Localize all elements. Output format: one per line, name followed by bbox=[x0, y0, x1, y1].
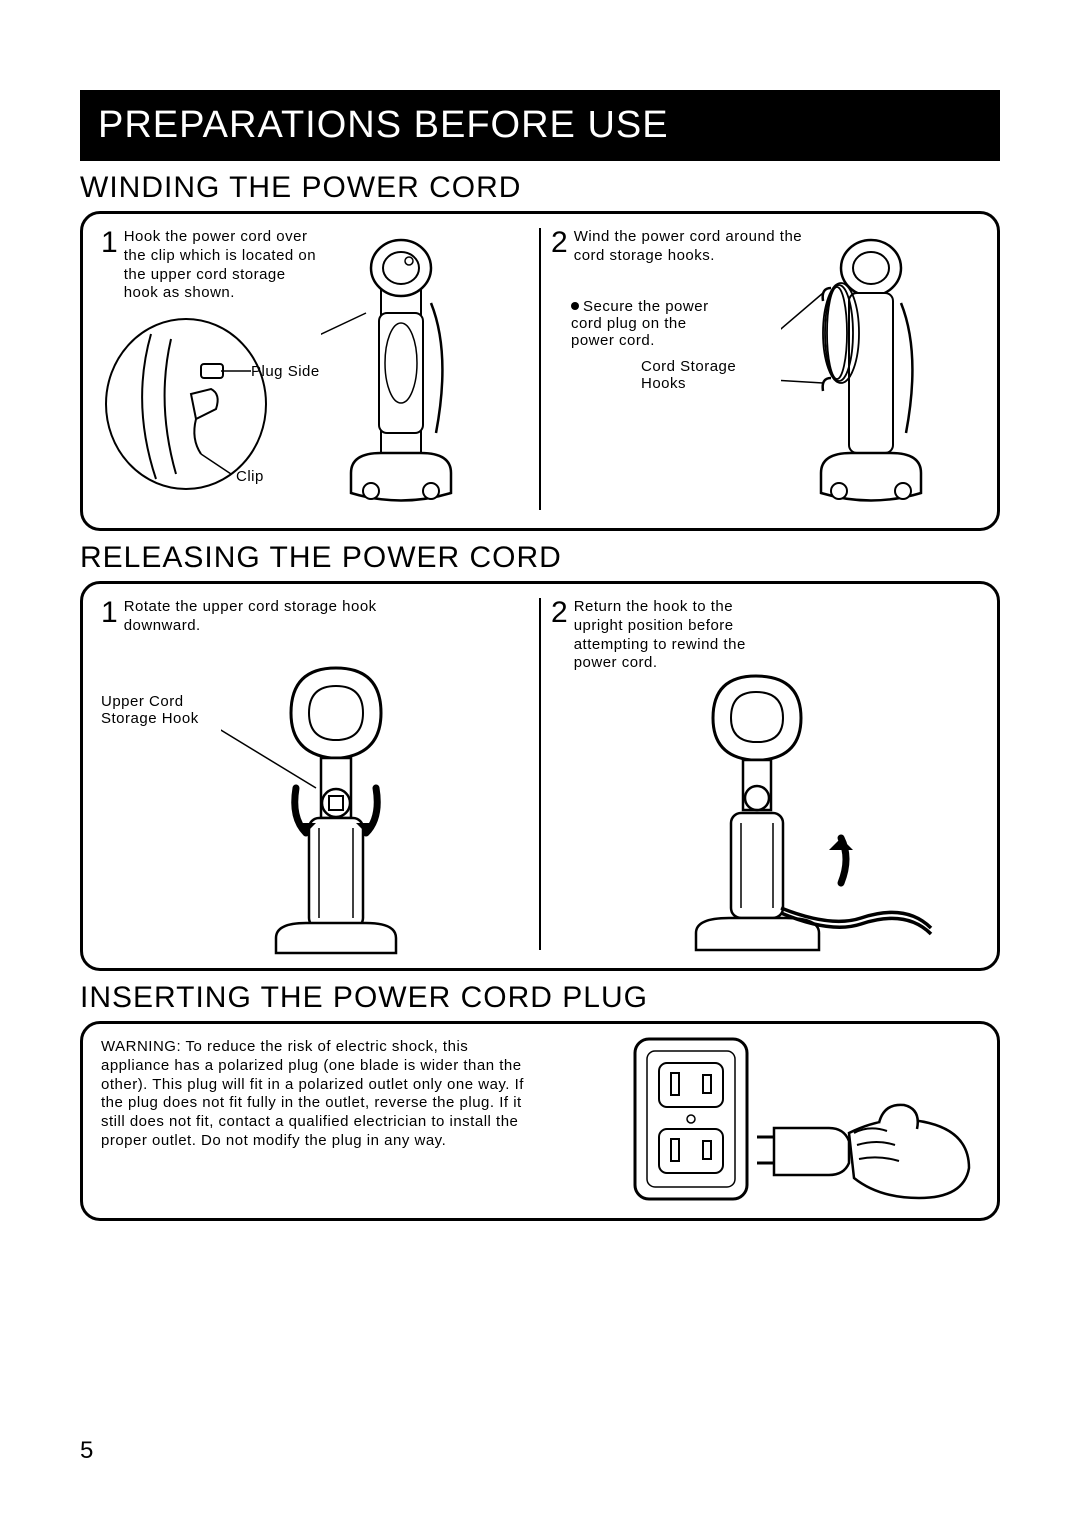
releasing-box: 1 Rotate the upper cord storage hook dow… bbox=[80, 581, 1000, 971]
secure-plug-text: Secure the power cord plug on the power … bbox=[571, 298, 709, 349]
bullet-icon bbox=[571, 302, 579, 310]
vacuum-cord-wound-illustration bbox=[781, 233, 951, 513]
vacuum-return-hook-illustration bbox=[651, 668, 951, 958]
column-divider bbox=[539, 228, 541, 510]
step-number: 1 bbox=[101, 598, 118, 628]
step-number: 1 bbox=[101, 228, 118, 258]
releasing-heading: RELEASING THE POWER CORD bbox=[80, 541, 1000, 575]
winding-box: 1 Hook the power cord over the clip whic… bbox=[80, 211, 1000, 531]
page-title: PREPARATIONS BEFORE USE bbox=[80, 90, 1000, 161]
page-number: 5 bbox=[80, 1437, 93, 1465]
step-text: Rotate the upper cord storage hook downw… bbox=[124, 598, 384, 636]
outlet-plug-illustration bbox=[629, 1033, 979, 1208]
plug-illustration-wrap bbox=[561, 1038, 979, 1200]
warning-text: WARNING: To reduce the risk of electric … bbox=[101, 1038, 541, 1200]
winding-heading: WINDING THE POWER CORD bbox=[80, 171, 1000, 205]
step-number: 2 bbox=[551, 228, 568, 258]
inserting-box: WARNING: To reduce the risk of electric … bbox=[80, 1021, 1000, 1221]
winding-step2-col: 2 Wind the power cord around the cord st… bbox=[551, 228, 979, 510]
plug-side-label: Plug Side bbox=[251, 363, 320, 380]
secure-plug-bullet: Secure the power cord plug on the power … bbox=[571, 298, 731, 349]
inserting-heading: INSERTING THE POWER CORD PLUG bbox=[80, 981, 1000, 1015]
upper-cord-hook-label: Upper Cord Storage Hook bbox=[101, 693, 201, 727]
column-divider bbox=[539, 598, 541, 950]
step-text: Return the hook to the upright position … bbox=[574, 598, 784, 673]
clip-label: Clip bbox=[236, 468, 264, 485]
step-number: 2 bbox=[551, 598, 568, 628]
releasing-step2-col: 2 Return the hook to the upright positio… bbox=[551, 598, 979, 950]
step-text: Hook the power cord over the clip which … bbox=[124, 228, 324, 303]
vacuum-illustration bbox=[321, 233, 471, 513]
cord-storage-hooks-label: Cord Storage Hooks bbox=[641, 358, 751, 392]
winding-step1-col: 1 Hook the power cord over the clip whic… bbox=[101, 228, 529, 510]
releasing-step1-col: 1 Rotate the upper cord storage hook dow… bbox=[101, 598, 529, 950]
vacuum-rotate-hook-illustration bbox=[221, 658, 451, 958]
